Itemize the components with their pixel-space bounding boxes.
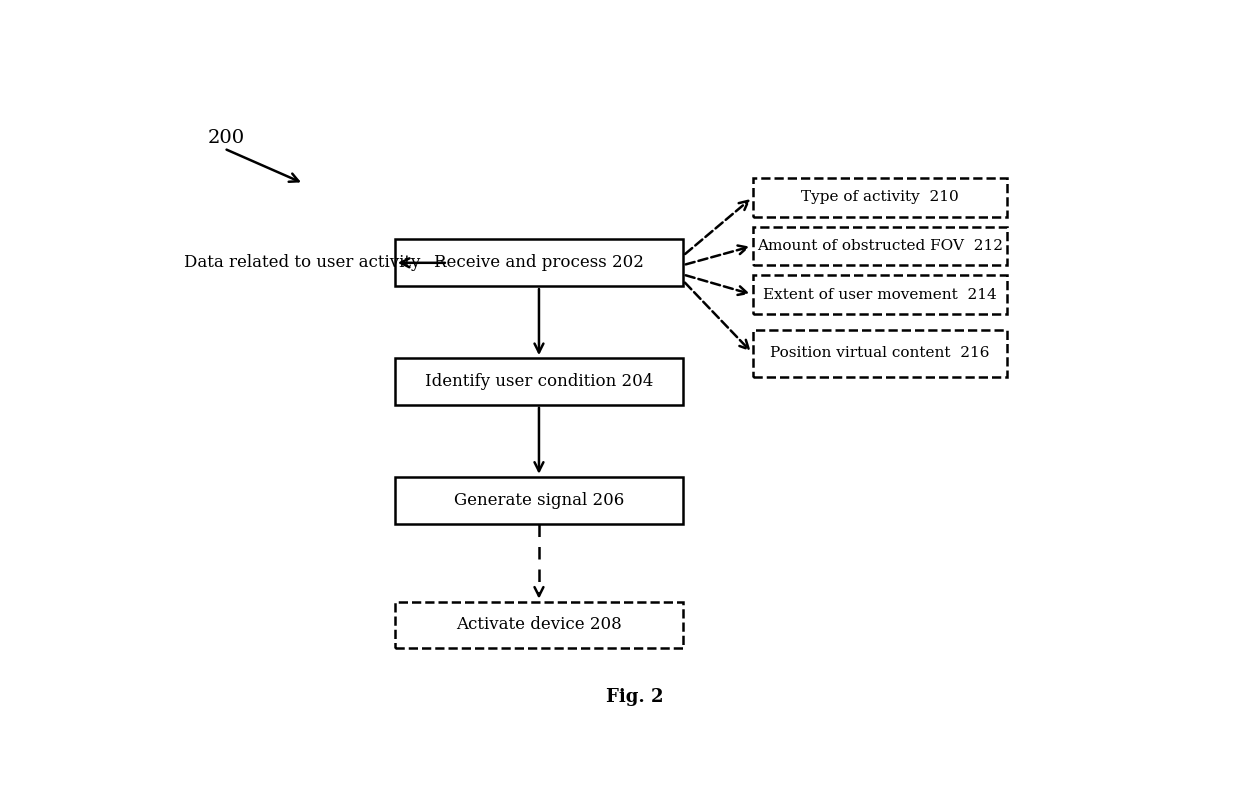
Text: Generate signal 206: Generate signal 206 [453, 491, 624, 508]
Text: Type of activity  210: Type of activity 210 [800, 191, 959, 204]
Bar [395, 477, 683, 524]
Text: Identify user condition 204: Identify user condition 204 [425, 373, 653, 390]
Text: Position virtual content  216: Position virtual content 216 [771, 346, 990, 360]
Text: Amount of obstructed FOV  212: Amount of obstructed FOV 212 [757, 239, 1002, 253]
Text: Activate device 208: Activate device 208 [456, 616, 622, 633]
Text: Fig. 2: Fig. 2 [606, 688, 664, 706]
Text: Receive and process 202: Receive and process 202 [434, 255, 644, 272]
Bar [752, 330, 1007, 377]
Bar [752, 178, 1007, 217]
Bar [395, 239, 683, 286]
Text: Extent of user movement  214: Extent of user movement 214 [763, 288, 996, 302]
Bar [752, 226, 1007, 265]
Text: Data related to user activity: Data related to user activity [183, 255, 420, 272]
Bar [395, 602, 683, 649]
Bar [395, 358, 683, 405]
Bar [752, 275, 1007, 314]
Text: 200: 200 [208, 129, 245, 147]
